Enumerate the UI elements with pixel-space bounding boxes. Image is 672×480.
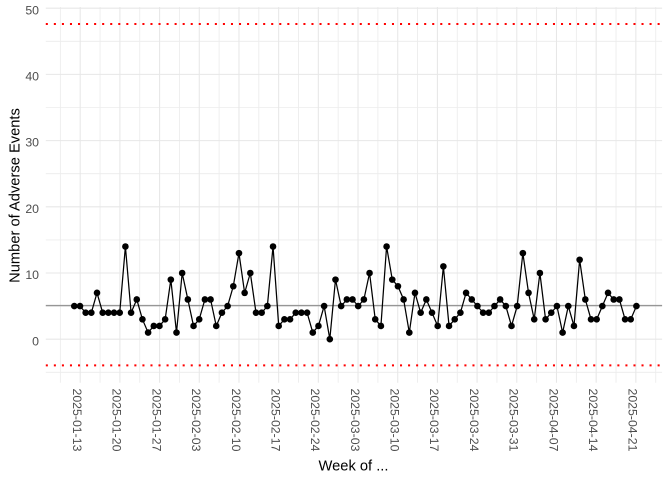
- svg-text:2025-03-10: 2025-03-10: [388, 389, 402, 452]
- svg-text:Week of ...: Week of ...: [319, 459, 389, 475]
- svg-text:2025-02-03: 2025-02-03: [189, 389, 203, 452]
- svg-text:2025-02-10: 2025-02-10: [229, 389, 243, 452]
- svg-text:0: 0: [32, 334, 39, 348]
- svg-text:40: 40: [25, 70, 39, 84]
- svg-text:30: 30: [25, 136, 39, 150]
- svg-text:2025-04-21: 2025-04-21: [626, 389, 640, 452]
- svg-text:2025-01-20: 2025-01-20: [110, 389, 124, 452]
- svg-text:2025-02-24: 2025-02-24: [308, 389, 322, 452]
- svg-text:20: 20: [25, 202, 39, 216]
- svg-text:2025-01-13: 2025-01-13: [70, 389, 84, 452]
- svg-text:50: 50: [25, 3, 39, 17]
- svg-text:2025-03-17: 2025-03-17: [427, 389, 441, 452]
- svg-text:2025-03-24: 2025-03-24: [467, 389, 481, 452]
- svg-text:10: 10: [25, 268, 39, 282]
- svg-text:2025-04-14: 2025-04-14: [586, 389, 600, 452]
- svg-text:2025-03-31: 2025-03-31: [507, 389, 521, 452]
- svg-text:Number of Adverse Events: Number of Adverse Events: [7, 108, 23, 283]
- svg-text:2025-01-27: 2025-01-27: [149, 389, 163, 452]
- svg-text:2025-03-03: 2025-03-03: [348, 389, 362, 452]
- svg-text:2025-04-07: 2025-04-07: [546, 389, 560, 452]
- svg-text:2025-02-17: 2025-02-17: [268, 389, 282, 452]
